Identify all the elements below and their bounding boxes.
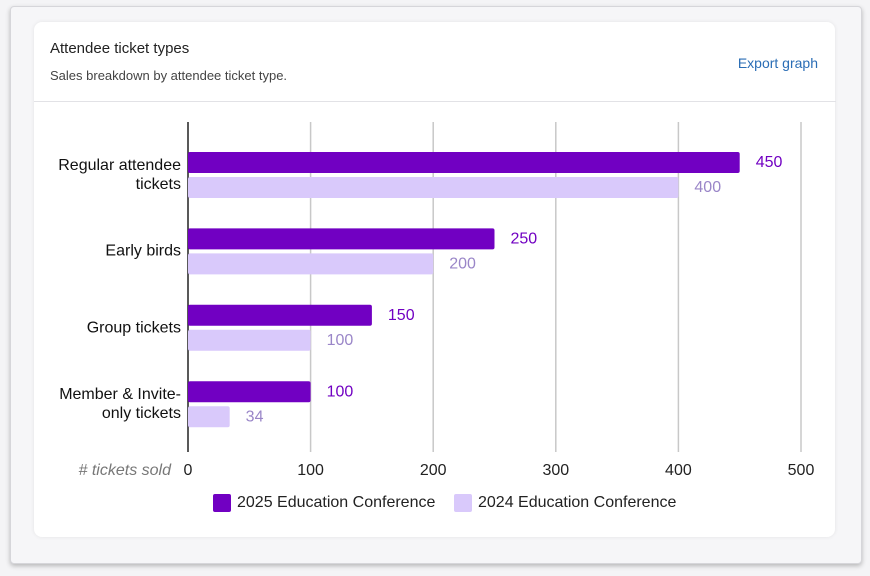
value-label: 150 [388,307,415,324]
y-tick-label: Group tickets [86,319,181,337]
card-title: Attendee ticket types [50,40,190,57]
bar [188,228,495,250]
value-label: 34 [246,408,264,425]
y-tick-label: Early birds [105,242,181,260]
x-tick-label: 0 [184,462,193,479]
value-label: 400 [694,179,721,196]
x-axis-label: # tickets sold [79,462,173,479]
value-label: 450 [756,154,783,171]
card [34,22,835,537]
bar [188,152,740,173]
export-link[interactable]: Export graph [737,55,818,71]
x-tick-label: 300 [542,462,569,479]
y-tick-label: Member & Invite-only tickets [59,386,181,423]
bar [188,329,311,351]
x-tick-label: 100 [297,462,324,479]
value-label: 100 [327,383,354,400]
x-tick-label: 400 [665,462,692,479]
bar [188,253,434,275]
x-tick-label: 200 [420,462,447,479]
x-tick-label: 500 [788,462,815,479]
bar [188,406,230,428]
legend-swatch [454,494,472,512]
bar [188,177,679,198]
value-label: 250 [511,231,538,248]
y-tick-label: Regular attendee tickets [58,157,181,193]
legend-label: 2024 Education Conference [478,494,676,511]
separator [34,101,836,102]
bar [188,304,372,326]
value-label: 200 [449,256,476,273]
legend-swatch [213,494,231,512]
bar [188,381,311,403]
legend-label: 2025 Education Conference [237,494,435,511]
card-subtitle: Sales breakdown by attendee ticket type. [50,68,288,83]
value-label: 100 [327,332,354,349]
